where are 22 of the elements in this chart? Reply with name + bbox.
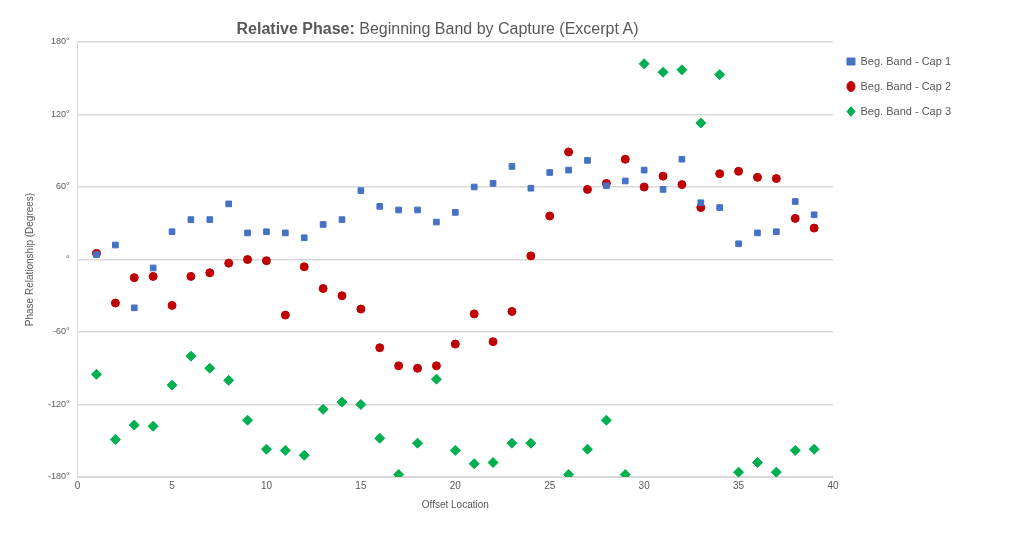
x-tick-label: 40	[827, 479, 839, 491]
y-tick-label: 120°	[50, 108, 70, 119]
y-tick-label: -180°	[47, 471, 70, 482]
x-tick-label: 20	[449, 479, 462, 491]
legend-label: Beg. Band - Cap 2	[860, 79, 952, 92]
y-tick-label: -120°	[47, 398, 70, 409]
legend-label: Beg. Band - Cap 3	[860, 104, 952, 117]
x-tick-label: 25	[544, 479, 556, 491]
x-tick-label: 5	[169, 479, 176, 491]
x-tick-label: 15	[355, 479, 367, 491]
chart-title: Relative Phase: Beginning Band by Capture (Excerpt A)	[235, 20, 640, 38]
y-tick-label: 60°	[55, 181, 70, 192]
y-tick-label: -60°	[53, 326, 71, 337]
x-tick-label: 10	[260, 479, 273, 491]
x-axis-title: Offset Location	[421, 498, 489, 510]
legend-label: Beg. Band - Cap 1	[860, 54, 952, 67]
y-axis-title: Phase Relationship (Degrees)	[23, 192, 35, 327]
x-tick-label: 35	[733, 479, 745, 491]
x-tick-label: 30	[638, 479, 651, 491]
y-tick-label: 180°	[50, 36, 70, 47]
y-tick-label: °	[66, 253, 70, 264]
x-tick-label: 0	[74, 479, 81, 491]
